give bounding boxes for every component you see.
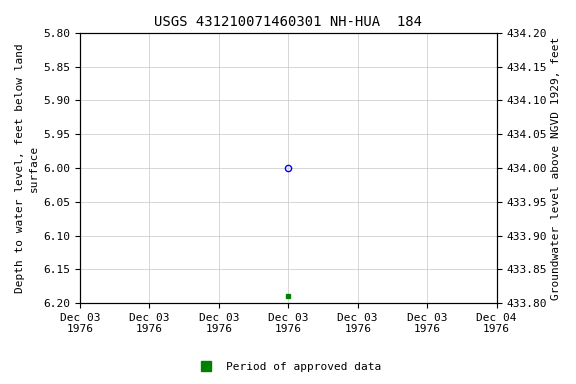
Y-axis label: Groundwater level above NGVD 1929, feet: Groundwater level above NGVD 1929, feet: [551, 36, 561, 300]
Legend: Period of approved data: Period of approved data: [191, 358, 385, 377]
Title: USGS 431210071460301 NH-HUA  184: USGS 431210071460301 NH-HUA 184: [154, 15, 422, 29]
Y-axis label: Depth to water level, feet below land
surface: Depth to water level, feet below land su…: [15, 43, 39, 293]
